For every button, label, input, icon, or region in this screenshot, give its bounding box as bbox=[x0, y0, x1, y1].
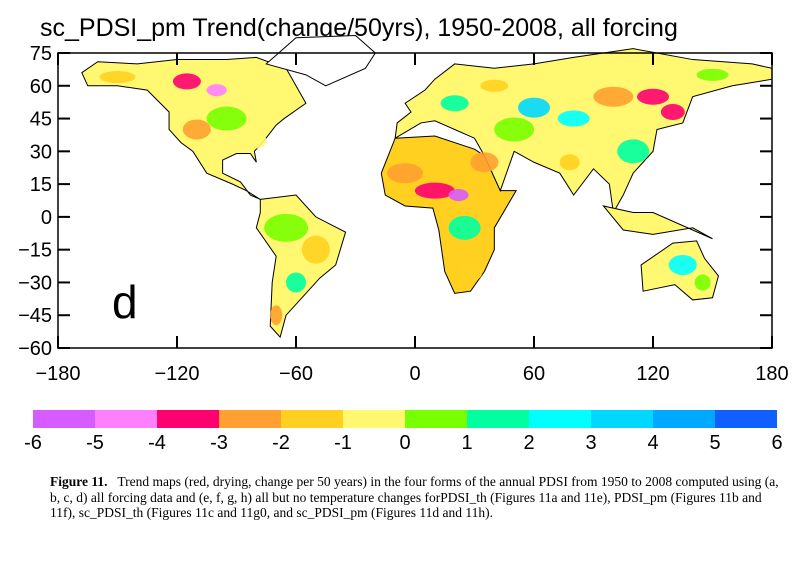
colorbar-tick-label: 2 bbox=[523, 432, 535, 454]
panel-label: d bbox=[112, 276, 138, 328]
trend-patch bbox=[480, 79, 509, 92]
trend-patch bbox=[470, 152, 499, 173]
trend-patch bbox=[694, 274, 711, 291]
trend-patch bbox=[660, 104, 685, 120]
trend-patch bbox=[440, 95, 469, 112]
trend-patch bbox=[637, 88, 669, 105]
colorbar-tick-label: -1 bbox=[334, 432, 352, 454]
colorbar-swatch bbox=[405, 410, 467, 428]
colorbar-tick-label: 1 bbox=[461, 432, 473, 454]
trend-patch bbox=[557, 110, 590, 127]
trend-map: −180 −120 −60 0 60 120 180 75 60 45 30 15 0 −15 −30 −45… bbox=[18, 35, 789, 385]
y-tick-label: 15 bbox=[30, 174, 52, 196]
trend-patch bbox=[696, 68, 729, 81]
x-tick-label: −60 bbox=[279, 363, 313, 385]
trend-patch bbox=[593, 86, 634, 107]
trend-patch bbox=[448, 189, 469, 202]
trend-patch bbox=[617, 139, 650, 164]
y-tick-label: 0 bbox=[41, 207, 52, 229]
y-tick-label: 45 bbox=[30, 109, 52, 131]
colorbar-swatch bbox=[219, 410, 281, 428]
y-tick-label: 60 bbox=[30, 76, 52, 98]
colorbar-tick-label: 3 bbox=[585, 432, 597, 454]
trend-patch bbox=[172, 73, 201, 90]
trend-patch bbox=[301, 235, 330, 264]
colorbar-swatch bbox=[33, 410, 95, 428]
y-tick-label: 75 bbox=[30, 43, 52, 65]
colorbar-swatch bbox=[343, 410, 405, 428]
colorbar-tick-label: -3 bbox=[210, 432, 228, 454]
y-tick-label: −15 bbox=[18, 240, 52, 262]
trend-patch bbox=[182, 119, 211, 140]
colorbar-swatch bbox=[95, 410, 157, 428]
trend-patch bbox=[99, 71, 136, 84]
colorbar-tick-label: -4 bbox=[148, 432, 166, 454]
colorbar-tick-label: 0 bbox=[399, 432, 411, 454]
trend-patch bbox=[206, 106, 247, 131]
colorbar bbox=[33, 410, 777, 428]
colorbar-swatch bbox=[467, 410, 529, 428]
trend-patch bbox=[387, 163, 424, 184]
x-tick-label: 60 bbox=[523, 363, 545, 385]
trend-patch bbox=[414, 182, 455, 199]
trend-patch bbox=[270, 305, 283, 326]
colorbar-tick-label: 6 bbox=[771, 432, 783, 454]
colorbar-swatch bbox=[591, 410, 653, 428]
colorbar-swatch bbox=[715, 410, 777, 428]
trend-patch bbox=[264, 213, 309, 242]
colorbar-tick-label: -2 bbox=[272, 432, 290, 454]
y-tick-label: −30 bbox=[18, 272, 52, 294]
figure-caption: Figure 11. Trend maps (red, drying, chan… bbox=[50, 474, 780, 521]
trend-patch bbox=[286, 272, 306, 293]
trend-patch bbox=[246, 132, 267, 149]
x-tick-label: 0 bbox=[409, 363, 420, 385]
south-america bbox=[255, 194, 347, 339]
colorbar-swatch bbox=[157, 410, 219, 428]
trend-patch bbox=[494, 117, 535, 142]
x-tick-label: −180 bbox=[35, 363, 80, 385]
trend-patch bbox=[206, 84, 227, 97]
trend-patch bbox=[559, 154, 580, 171]
x-tick-label: 180 bbox=[755, 363, 788, 385]
maritime-continent bbox=[602, 205, 713, 240]
trend-patch bbox=[668, 254, 697, 275]
colorbar-swatch bbox=[529, 410, 591, 428]
trend-patch bbox=[458, 261, 483, 282]
colorbar-tick-label: 4 bbox=[647, 432, 659, 454]
x-tick-label: −120 bbox=[154, 363, 199, 385]
x-tick-label: 120 bbox=[636, 363, 669, 385]
colorbar-swatch bbox=[653, 410, 715, 428]
colorbar-tick-label: 5 bbox=[709, 432, 721, 454]
colorbar-tick-label: -5 bbox=[86, 432, 104, 454]
colorbar-tick-label: -6 bbox=[24, 432, 42, 454]
trend-patch bbox=[518, 97, 550, 118]
y-tick-label: −60 bbox=[18, 338, 52, 360]
y-tick-label: −45 bbox=[18, 305, 52, 327]
caption-label: Figure 11. bbox=[50, 474, 108, 489]
map-title: sc_PDSI_pm Trend(change/50yrs), 1950-200… bbox=[40, 14, 678, 42]
trend-patch bbox=[448, 215, 481, 240]
colorbar-swatch bbox=[281, 410, 343, 428]
caption-text: Trend maps (red, drying, change per 50 y… bbox=[50, 474, 779, 520]
y-tick-label: 30 bbox=[30, 141, 52, 163]
greenland bbox=[265, 35, 376, 87]
